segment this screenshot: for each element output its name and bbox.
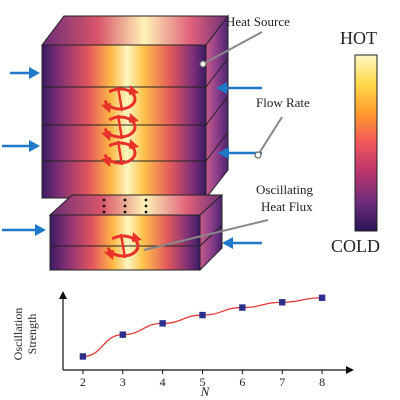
data-point [199,311,206,319]
y-axis-label-line2: Strength [25,314,39,355]
flow-arrow [2,140,40,152]
upper-stack-top-face [40,15,230,46]
oscillating-label-line1: Oscillating [256,182,314,197]
flow-arrow-group [2,67,262,249]
colorbar-gradient [354,54,378,232]
series-line [82,297,323,358]
marker-group [79,294,326,360]
continuation-dots [102,198,148,214]
vortex-group [101,85,142,260]
y-axis-arrowhead [59,291,67,299]
lower-stack [48,193,224,272]
heat-source-label: Heat Source [226,14,290,29]
oscillation-chart: 2 3 4 5 6 7 8 N Oscillation Strength [11,291,354,399]
x-axis-arrowhead [346,366,354,374]
flow-rate-label: Flow Rate [256,95,310,110]
data-point [239,304,246,311]
data-point [159,320,166,327]
vortex-icon [101,139,139,167]
colorbar: HOT COLD [331,28,380,256]
flow-rate-callout: Flow Rate [254,95,310,159]
x-tick-label: 4 [160,375,166,389]
vortex-icon [104,232,142,260]
x-tick-group: 2 3 4 5 6 7 8 [80,370,325,389]
colorbar-hot-label: HOT [340,28,377,48]
flow-arrow [10,67,40,79]
x-tick-label: 2 [80,375,86,389]
vortex-icon [101,113,139,141]
data-point [79,353,87,360]
data-point [318,294,326,301]
flow-arrow [2,224,46,236]
data-point [279,299,286,306]
oscillating-label-line2: Heat Flux [261,199,313,214]
x-tick-label: 8 [319,375,325,389]
x-tick-label: 3 [120,375,126,389]
oscillating-heat-flux-callout: Oscillating Heat Flux [143,182,314,251]
vortex-icon [101,85,139,113]
flow-arrow [222,237,262,249]
lower-stack-top-face [48,194,224,216]
x-axis-label: N [200,384,211,399]
y-axis-label-line1: Oscillation [11,308,25,361]
x-tick-label: 6 [239,375,245,389]
data-point [119,331,126,338]
upper-stack-side-face [205,14,229,200]
heat-source-callout: Heat Source [199,14,290,68]
x-tick-label: 7 [279,375,285,389]
upper-stack [40,14,230,200]
colorbar-cold-label: COLD [331,236,380,256]
x-tick-label: 5 [200,375,206,389]
upper-stack-front-face [41,44,207,199]
flow-arrow [216,82,262,94]
